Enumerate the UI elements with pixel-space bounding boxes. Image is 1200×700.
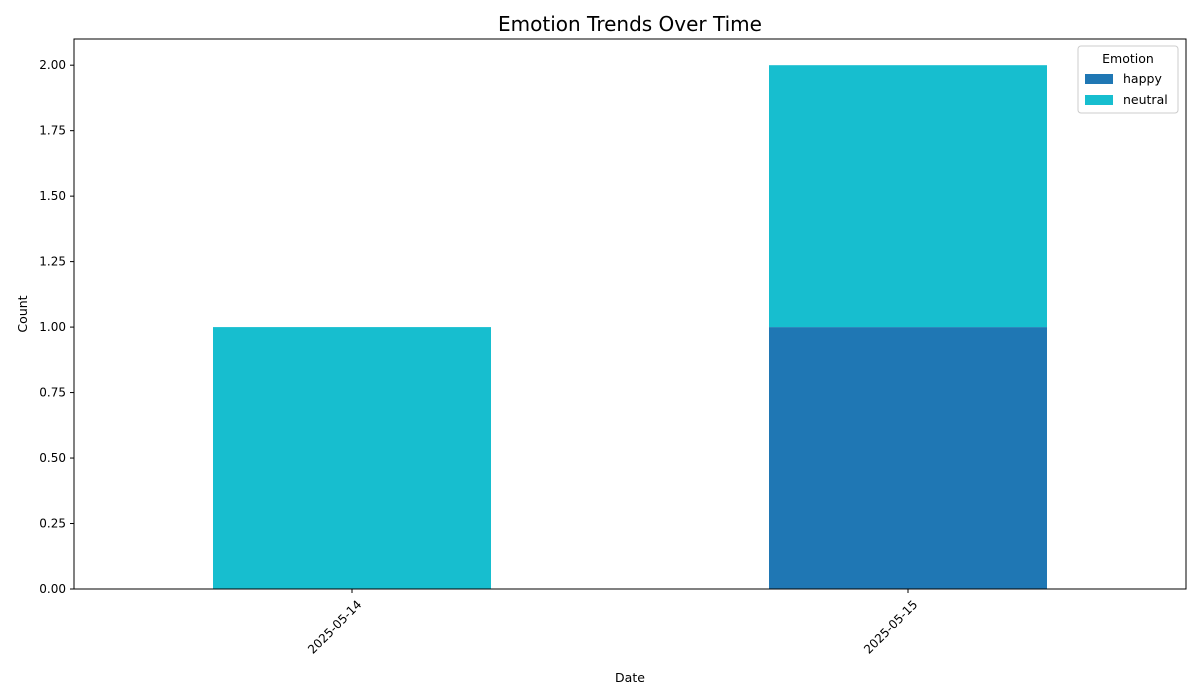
plot-frame — [73, 38, 1187, 590]
y-tick-label: 2.00 — [39, 58, 66, 72]
y-tick-label: 0.75 — [39, 386, 66, 400]
x-axis: 2025-05-14 2025-05-15 — [305, 589, 920, 657]
y-tick-label: 0.50 — [39, 451, 66, 465]
legend-label-happy: happy — [1123, 71, 1162, 86]
y-tick-label: 0.25 — [39, 517, 66, 531]
legend: Emotion happy neutral — [1077, 45, 1179, 114]
legend-swatch-neutral — [1085, 95, 1113, 105]
bar-neutral-2025-05-15 — [769, 65, 1047, 328]
x-tick-label: 2025-05-14 — [305, 597, 364, 656]
y-tick-label: 1.00 — [39, 320, 66, 334]
y-tick-label: 1.50 — [39, 189, 66, 203]
x-axis-label: Date — [615, 670, 645, 685]
bar-neutral-2025-05-14 — [213, 327, 491, 589]
legend-title: Emotion — [1102, 51, 1154, 66]
x-tick-label: 2025-05-15 — [861, 597, 920, 656]
y-tick-label: 1.75 — [39, 124, 66, 138]
y-tick-label: 1.25 — [39, 255, 66, 269]
legend-entries: happy neutral — [1085, 71, 1168, 107]
legend-swatch-happy — [1085, 74, 1113, 84]
legend-label-neutral: neutral — [1123, 92, 1168, 107]
bars-layer — [213, 65, 1047, 589]
bar-happy-2025-05-15 — [769, 327, 1047, 589]
y-tick-label: 0.00 — [39, 582, 66, 596]
y-axis: 0.00 0.25 0.50 0.75 1.00 1.25 1.50 1.75 2.00 — [39, 58, 74, 596]
chart-title: Emotion Trends Over Time — [498, 12, 762, 36]
y-axis-label: Count — [15, 295, 30, 332]
